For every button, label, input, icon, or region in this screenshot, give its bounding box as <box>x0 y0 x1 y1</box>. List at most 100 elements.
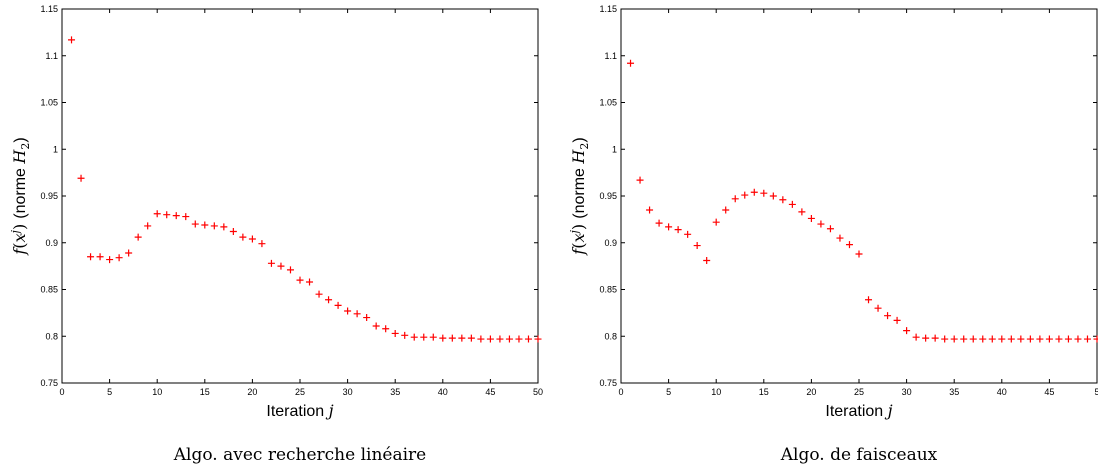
data-point <box>750 188 758 196</box>
data-point <box>988 335 996 343</box>
data-point <box>950 335 958 343</box>
y-tick-label: 1 <box>612 144 617 154</box>
axes-box <box>61 8 539 384</box>
data-point <box>941 335 949 343</box>
x-tick-label: 15 <box>200 387 210 397</box>
data-point <box>693 242 701 250</box>
y-tick-label: 0.85 <box>599 285 617 295</box>
x-axis-label: Iteration j <box>825 401 892 420</box>
data-point <box>798 208 806 216</box>
data-point <box>134 233 142 241</box>
data-point <box>115 254 123 262</box>
data-point <box>1045 335 1053 343</box>
data-point <box>96 253 104 261</box>
x-tick-label: 0 <box>618 387 623 397</box>
data-point <box>807 214 815 222</box>
x-tick-label: 15 <box>759 387 769 397</box>
data-point <box>477 335 485 343</box>
plot-right: 0 5 10 15 20 25 30 35 40 45 5 0.75 0.8 0.85 0.9 0.95 1 1.… <box>568 4 1098 465</box>
x-tick-label: 35 <box>949 387 959 397</box>
data-point <box>344 307 352 315</box>
data-point <box>836 234 844 242</box>
data-point <box>893 316 901 324</box>
data-point <box>391 329 399 337</box>
data-point <box>874 304 882 312</box>
data-point <box>1026 335 1034 343</box>
x-tick-label: 30 <box>902 387 912 397</box>
data-point <box>315 290 323 298</box>
data-point <box>769 192 777 200</box>
y-tick-label: 1.05 <box>40 98 58 108</box>
data-point <box>77 174 85 182</box>
data-point <box>646 206 654 214</box>
data-point <box>486 335 494 343</box>
data-point <box>1064 335 1072 343</box>
data-point <box>674 226 682 234</box>
data-point <box>1055 335 1063 343</box>
x-tick-label: 5 <box>107 387 112 397</box>
x-axis-label: Iteration j <box>266 401 333 420</box>
data-point <box>401 331 409 339</box>
y-axis-label: f(xj) (norme H2) <box>568 137 591 255</box>
data-point <box>741 191 749 199</box>
data-point <box>410 333 418 341</box>
data-point <box>210 222 218 230</box>
x-tick-label: 50 <box>533 387 543 397</box>
y-tick-label: 1 <box>53 144 58 154</box>
x-tick-label: 40 <box>997 387 1007 397</box>
data-point <box>286 266 294 274</box>
data-point <box>182 213 190 221</box>
data-point <box>87 253 95 261</box>
x-tick-label: 45 <box>1044 387 1054 397</box>
data-point <box>903 327 911 335</box>
plot-left: 0 5 10 15 20 25 30 35 40 45 50 0.75 0.8 0.85 0.9 0.95 1 1… <box>9 4 543 465</box>
data-point <box>979 335 987 343</box>
data-point <box>163 211 171 219</box>
y-tick-label: 0.75 <box>40 378 58 388</box>
data-point <box>248 235 256 243</box>
data-point <box>684 230 692 238</box>
y-tick-label: 0.8 <box>604 331 617 341</box>
y-tick-label: 0.95 <box>599 191 617 201</box>
data-point <box>296 276 304 284</box>
data-point <box>931 334 939 342</box>
data-point <box>68 36 76 44</box>
y-tick-label: 0.9 <box>604 238 617 248</box>
data-point <box>722 206 730 214</box>
y-tick-label: 1.15 <box>599 4 617 14</box>
y-tick-label: 0.75 <box>599 378 617 388</box>
data-point <box>779 196 787 204</box>
data-point <box>524 335 532 343</box>
data-point <box>515 335 523 343</box>
data-point <box>277 262 285 270</box>
y-tick-label: 1.05 <box>599 98 617 108</box>
x-tick-label: 0 <box>59 387 64 397</box>
data-point <box>220 223 228 231</box>
data-point <box>467 334 475 342</box>
data-point <box>731 195 739 203</box>
data-point <box>884 312 892 320</box>
data-point <box>636 176 644 184</box>
x-tick-label: 35 <box>390 387 400 397</box>
data-point <box>306 278 314 286</box>
data-point <box>153 210 161 218</box>
data-point <box>239 233 247 241</box>
data-point <box>439 334 447 342</box>
data-point <box>429 333 437 341</box>
data-point <box>505 335 513 343</box>
data-point <box>191 220 199 228</box>
y-tick-label: 0.95 <box>40 191 58 201</box>
x-tick-label: 20 <box>806 387 816 397</box>
data-point <box>325 296 333 304</box>
y-tick-label: 0.9 <box>45 238 58 248</box>
data-point <box>372 322 380 330</box>
data-point <box>458 334 466 342</box>
data-point <box>855 250 863 258</box>
data-point <box>960 335 968 343</box>
data-point <box>922 334 930 342</box>
x-tick-label: 10 <box>711 387 721 397</box>
x-tick-label: 25 <box>854 387 864 397</box>
x-tick-label: 10 <box>152 387 162 397</box>
data-point <box>788 200 796 208</box>
